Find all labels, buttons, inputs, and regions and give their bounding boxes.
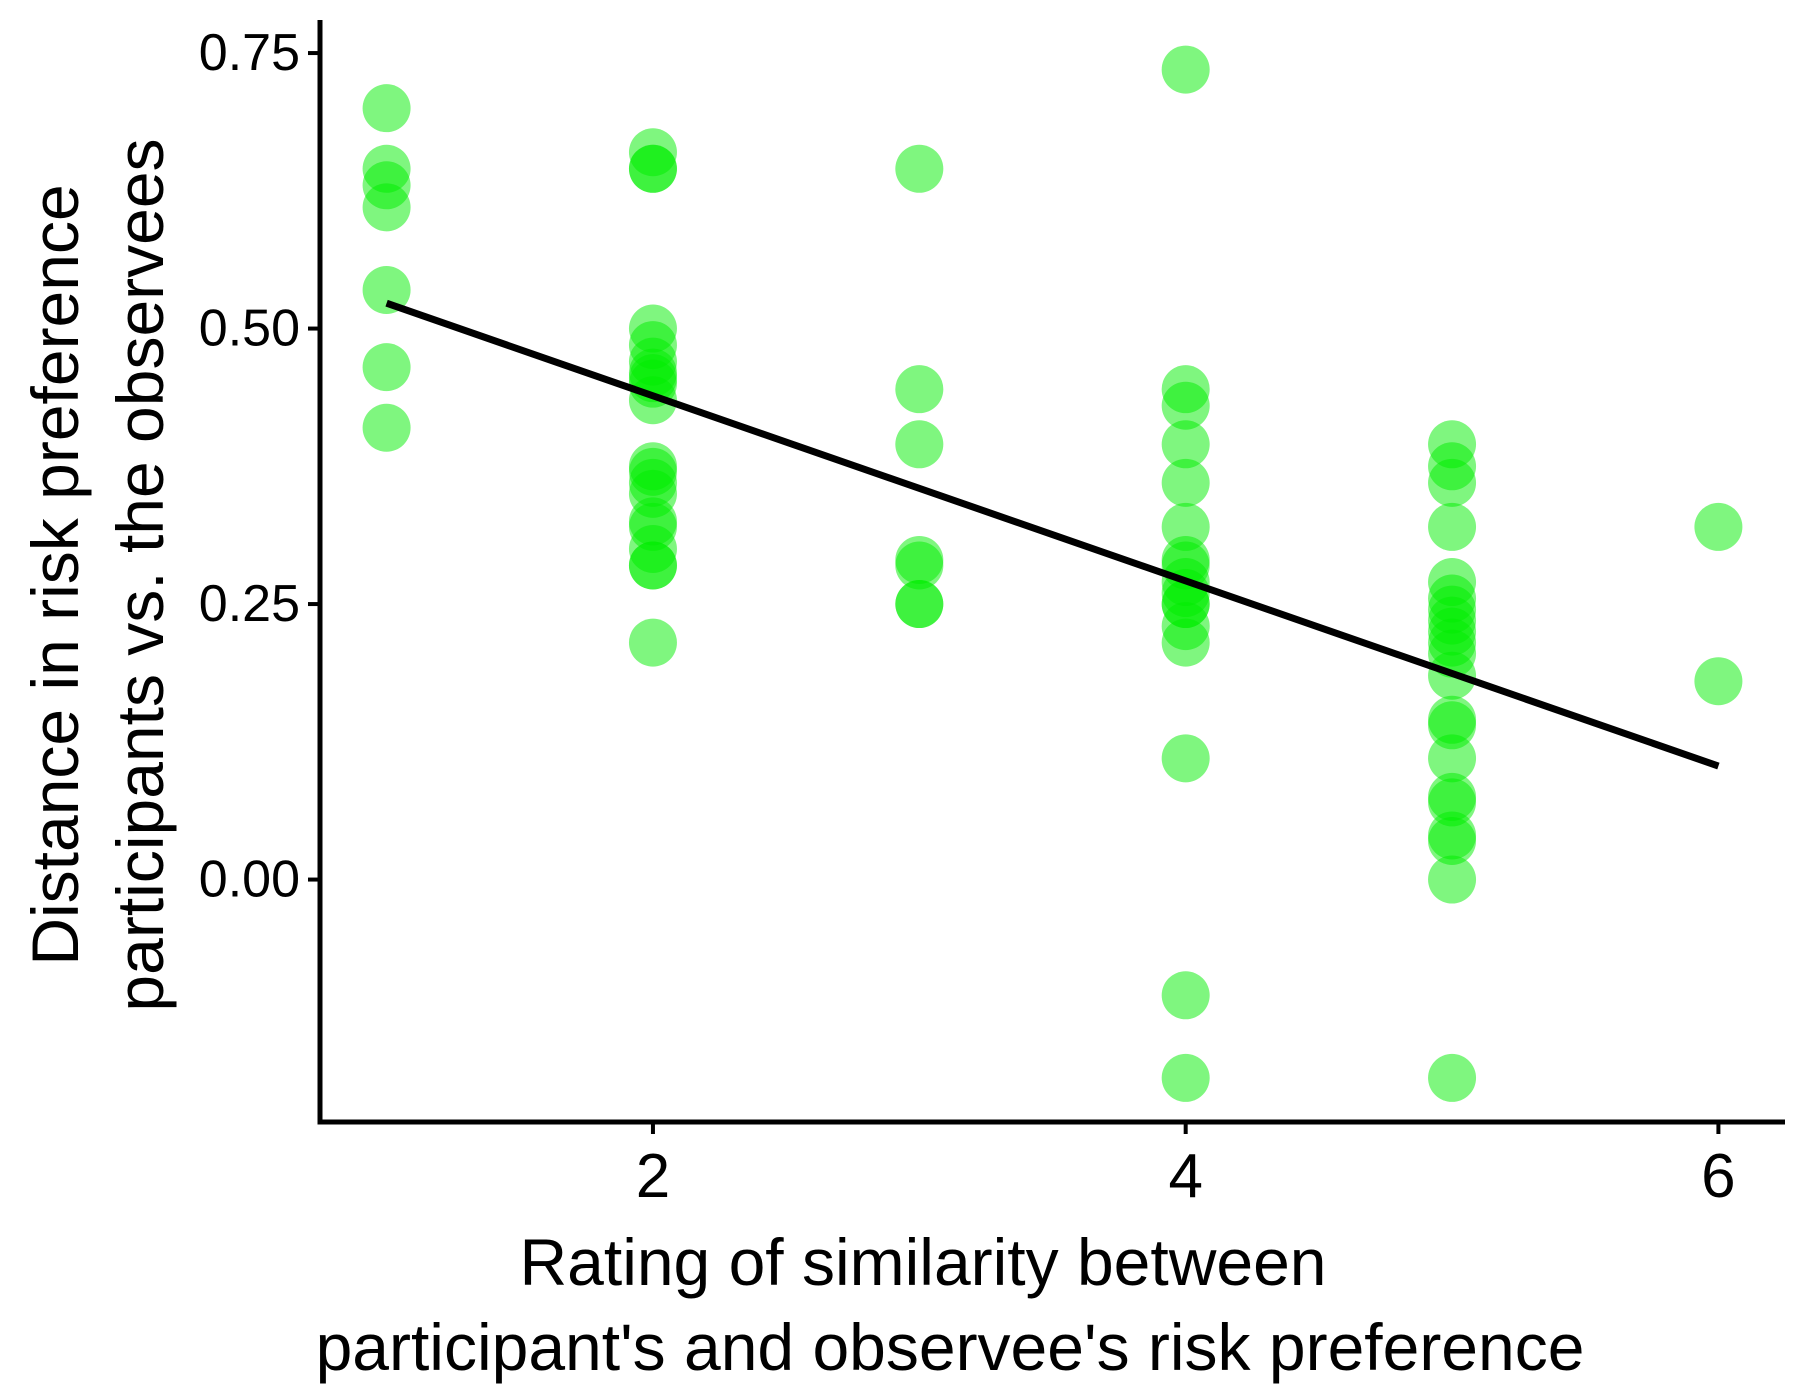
data-point bbox=[1161, 971, 1210, 1020]
axes: 0.00 0.25 0.50 0.75 2 4 6 bbox=[199, 20, 1785, 1211]
data-points bbox=[362, 45, 1743, 1102]
data-point bbox=[628, 541, 677, 590]
y-tick-label: 0.50 bbox=[199, 300, 300, 358]
data-point bbox=[895, 580, 944, 629]
data-point bbox=[1161, 1053, 1210, 1102]
data-point bbox=[1428, 778, 1477, 827]
data-point bbox=[1428, 734, 1477, 783]
data-point bbox=[895, 420, 944, 469]
data-point bbox=[895, 144, 944, 193]
data-point bbox=[1428, 855, 1477, 904]
y-axis-title-line-1: Distance in risk preference bbox=[18, 184, 92, 965]
data-point bbox=[362, 403, 411, 452]
data-point bbox=[1161, 45, 1210, 94]
data-point bbox=[1694, 502, 1743, 551]
x-tick-label: 4 bbox=[1168, 1142, 1202, 1211]
data-point bbox=[1161, 381, 1210, 430]
data-point bbox=[1428, 1053, 1477, 1102]
y-tick-label: 0.75 bbox=[199, 24, 300, 82]
data-point bbox=[1161, 458, 1210, 507]
data-point bbox=[1428, 458, 1477, 507]
data-point bbox=[362, 84, 411, 133]
x-tick-label: 2 bbox=[636, 1142, 670, 1211]
data-point bbox=[1161, 734, 1210, 783]
data-point bbox=[1428, 816, 1477, 865]
data-point bbox=[1161, 420, 1210, 469]
y-tick-label: 0.00 bbox=[199, 851, 300, 909]
data-point bbox=[362, 183, 411, 232]
data-point bbox=[895, 541, 944, 590]
data-point bbox=[1428, 701, 1477, 750]
y-axis-title-line-2: participants vs. the observees bbox=[103, 138, 177, 1011]
data-point bbox=[1161, 502, 1210, 551]
data-point bbox=[895, 365, 944, 414]
y-tick-label: 0.25 bbox=[199, 575, 300, 633]
data-point bbox=[1428, 502, 1477, 551]
x-axis-title-line-2: participant's and observee's risk prefer… bbox=[316, 1310, 1585, 1384]
data-point bbox=[362, 265, 411, 314]
data-point bbox=[362, 343, 411, 392]
data-point bbox=[628, 618, 677, 667]
data-point bbox=[1161, 618, 1210, 667]
x-tick-label: 6 bbox=[1701, 1142, 1735, 1211]
data-point bbox=[628, 144, 677, 193]
regression-line bbox=[385, 299, 1720, 770]
data-point bbox=[1694, 657, 1743, 706]
x-axis-title-line-1: Rating of similarity between bbox=[519, 1225, 1326, 1299]
regression-line-layer bbox=[385, 299, 1720, 770]
